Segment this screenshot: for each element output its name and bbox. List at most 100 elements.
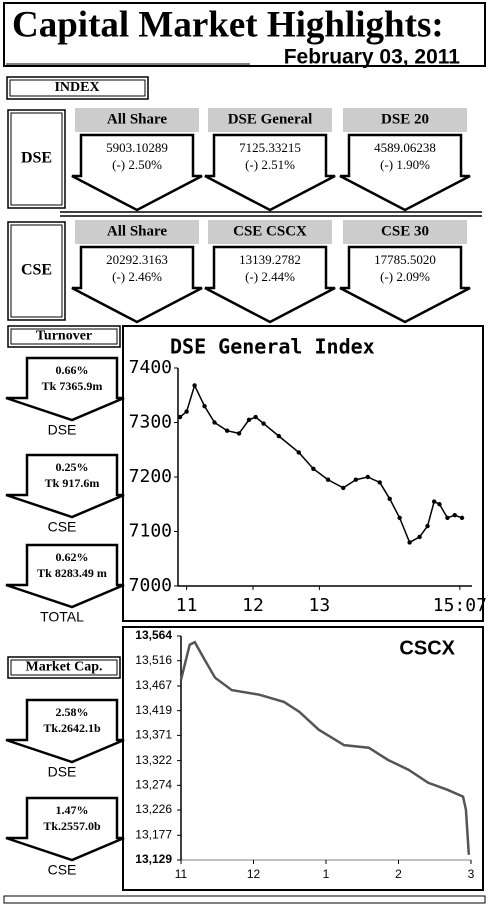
point — [459, 515, 465, 521]
down-arrow — [5, 796, 125, 862]
point — [184, 409, 189, 414]
point — [202, 403, 207, 409]
label-box — [7, 656, 121, 679]
down-arrow — [5, 453, 125, 519]
index-value: 7125.33215 — [239, 140, 301, 155]
x-tick-label: 13 — [309, 595, 331, 616]
header-box — [3, 2, 486, 67]
point — [417, 534, 422, 540]
y-tick-label: 7100 — [129, 521, 172, 542]
x-tick-label: 12 — [242, 595, 264, 616]
index-header — [75, 108, 199, 132]
point — [431, 499, 437, 504]
index-change: (-) 1.90% — [380, 157, 430, 172]
point — [224, 428, 230, 433]
y-tick-label: 13,226 — [135, 802, 172, 816]
index-name: All Share — [107, 223, 167, 239]
series-line — [179, 383, 463, 544]
y-tick-label: 13,564 — [135, 628, 172, 642]
index-header — [208, 108, 332, 132]
series-line — [179, 640, 471, 855]
point — [325, 477, 331, 482]
market-name: TOTAL — [40, 609, 84, 625]
down-arrow — [204, 133, 336, 212]
y-tick-label: 7300 — [129, 412, 172, 433]
point — [445, 515, 450, 521]
change-pct: 1.47% — [56, 803, 89, 817]
point — [192, 383, 197, 388]
down-arrow — [5, 356, 125, 422]
index-change: (-) 2.44% — [245, 269, 295, 284]
point — [407, 540, 412, 545]
point — [311, 466, 316, 472]
label-box-inner — [10, 224, 63, 318]
section-label: Market Cap. — [26, 660, 103, 675]
index-name: DSE 20 — [381, 111, 429, 127]
point — [341, 485, 346, 491]
index-value: 4589.06238 — [374, 140, 436, 155]
change-pct: 0.25% — [56, 460, 89, 474]
footer-rule — [3, 895, 486, 904]
point — [365, 474, 371, 480]
down-arrow — [5, 698, 125, 764]
point — [236, 431, 242, 436]
index-name: CSE 30 — [381, 223, 429, 239]
index-value: 5903.10289 — [106, 140, 168, 155]
point — [253, 414, 258, 420]
y-tick-label: 13,177 — [135, 827, 172, 841]
point — [353, 477, 359, 482]
point — [397, 515, 402, 521]
x-tick-label: 11 — [176, 595, 198, 616]
down-arrow — [5, 543, 125, 609]
point — [261, 421, 266, 426]
chart-frame — [122, 626, 484, 891]
amount: Tk.2557.0b — [43, 819, 101, 833]
index-change: (-) 2.09% — [380, 269, 430, 284]
x-tick-label: 12 — [247, 867, 261, 881]
label-box — [7, 221, 66, 321]
index-header — [208, 220, 332, 244]
chart-title: DSE General Index — [170, 335, 375, 359]
point — [296, 450, 301, 455]
index-label: INDEX — [54, 80, 99, 95]
amount: Tk 8283.49 m — [37, 566, 107, 580]
y-tick-label: 13,467 — [135, 678, 172, 692]
chart-frame — [122, 325, 484, 622]
index-header — [343, 108, 467, 132]
y-tick-label: 7200 — [129, 466, 172, 487]
x-tick-label: 1 — [323, 867, 330, 881]
market-name: CSE — [48, 862, 77, 878]
y-tick-label: 7400 — [129, 357, 172, 378]
down-arrow — [339, 133, 471, 212]
page-title: Capital Market Highlights: — [12, 4, 444, 45]
section-label: CSE — [21, 262, 52, 279]
y-tick-label: 13,274 — [135, 778, 172, 792]
down-arrow — [71, 245, 203, 324]
amount: Tk 7365.9m — [42, 379, 103, 393]
market-name: DSE — [48, 764, 77, 780]
label-box — [7, 109, 66, 209]
section-label: DSE — [21, 150, 52, 167]
change-pct: 0.66% — [56, 363, 89, 377]
label-box-inner — [10, 328, 118, 345]
down-arrow — [339, 245, 471, 324]
index-value: 20292.3163 — [106, 252, 168, 267]
point — [246, 417, 252, 422]
point — [377, 480, 382, 485]
chart-title: CSCX — [399, 637, 455, 659]
amount: Tk 917.6m — [45, 476, 100, 490]
index-header — [343, 220, 467, 244]
x-tick-label: 11 — [175, 867, 188, 881]
point — [452, 512, 457, 518]
x-tick-label: 15:07 — [433, 595, 487, 616]
point — [177, 414, 183, 420]
index-header — [75, 220, 199, 244]
point — [425, 523, 430, 529]
section-label: Turnover — [36, 329, 92, 344]
change-pct: 0.62% — [56, 550, 89, 564]
index-value: 13139.2782 — [239, 252, 301, 267]
down-arrow — [71, 133, 203, 212]
index-change: (-) 2.50% — [112, 157, 162, 172]
point — [437, 502, 442, 507]
